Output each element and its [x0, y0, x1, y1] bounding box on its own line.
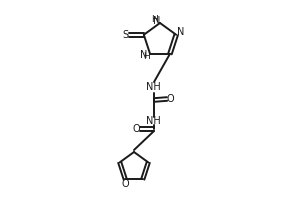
Text: S: S: [123, 30, 129, 40]
Text: N: N: [177, 27, 184, 37]
Text: N: N: [140, 50, 148, 60]
Text: NH: NH: [146, 82, 161, 92]
Text: NH: NH: [146, 116, 161, 126]
Text: O: O: [132, 124, 140, 134]
Text: N: N: [153, 16, 160, 26]
Text: H: H: [142, 52, 149, 61]
Text: H: H: [152, 15, 158, 24]
Text: O: O: [167, 94, 174, 104]
Text: O: O: [122, 179, 129, 189]
